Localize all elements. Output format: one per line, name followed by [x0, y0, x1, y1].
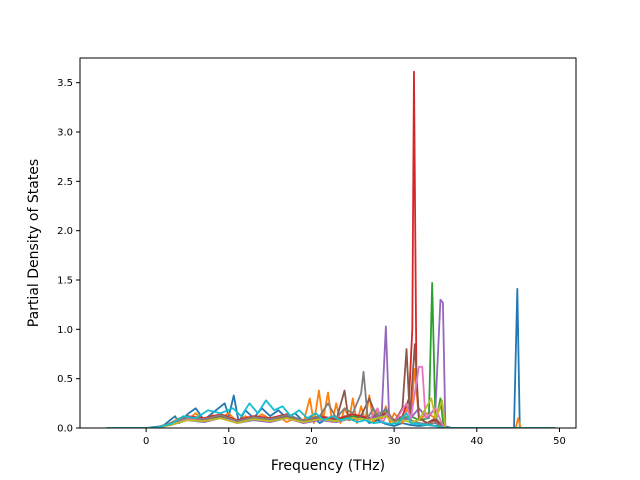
- x-axis-label: Frequency (THz): [271, 458, 385, 474]
- x-tick-label: 40: [470, 436, 483, 447]
- series-line-8: [106, 370, 556, 428]
- series-line-10: [106, 399, 556, 428]
- series-line-6: [106, 343, 556, 428]
- y-axis-ticks: 0.0 0.5 1.0 1.5 2.0 2.5 3.0 3.5: [57, 78, 80, 435]
- y-axis-label: Partial Density of States: [26, 159, 42, 327]
- y-tick-label: 0.5: [57, 374, 73, 385]
- x-tick-label: 0: [143, 436, 149, 447]
- plot-frame: [79, 57, 577, 429]
- x-axis-ticks: 0 10 20 30 40 50: [143, 428, 566, 447]
- y-tick-label: 3.0: [57, 128, 73, 139]
- y-tick-label: 3.5: [57, 78, 73, 89]
- y-tick-label: 1.0: [57, 325, 73, 336]
- series-line-9: [106, 397, 556, 428]
- y-tick-label: 0.0: [57, 424, 73, 435]
- y-tick-label: 2.0: [57, 226, 73, 237]
- series-layer: [106, 70, 556, 428]
- x-tick-label: 10: [222, 436, 235, 447]
- x-tick-label: 20: [305, 436, 318, 447]
- x-tick-label: 50: [553, 436, 566, 447]
- x-tick-label: 30: [388, 436, 401, 447]
- y-tick-label: 2.5: [57, 177, 73, 188]
- y-tick-label: 1.5: [57, 276, 73, 287]
